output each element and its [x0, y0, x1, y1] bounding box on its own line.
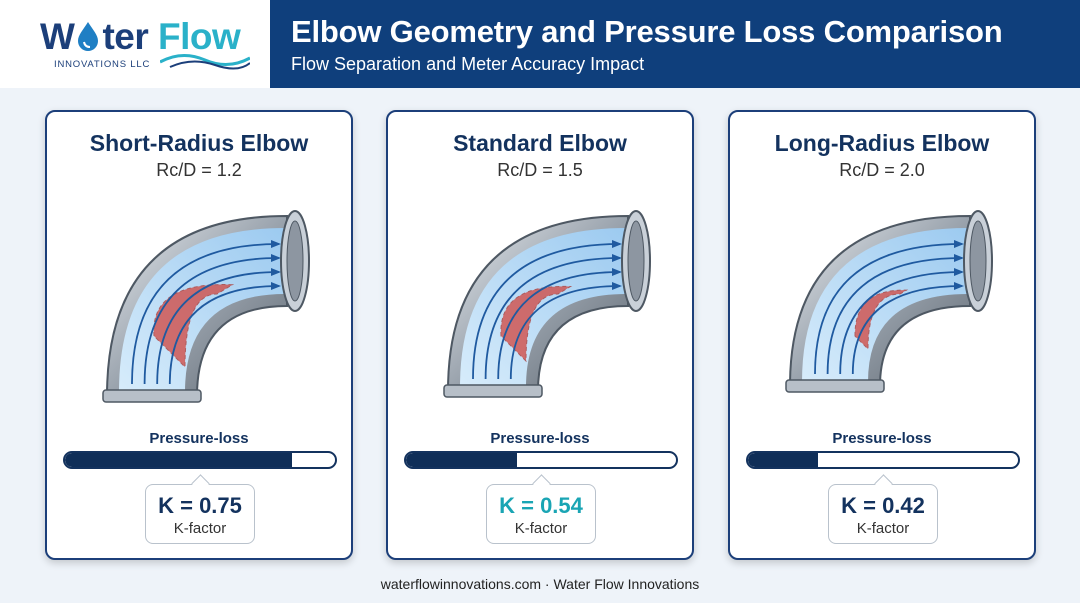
streamline	[143, 257, 280, 385]
outlet-opening	[969, 220, 987, 302]
arrow-icon	[612, 282, 622, 290]
pressure-loss-fill	[748, 453, 819, 467]
card-standard[interactable]: Standard Elbow Rc/D = 1.5 Pressure-loss …	[386, 110, 694, 560]
k-factor-box: K = 0.75 K-factor	[145, 484, 255, 544]
arrow-icon	[612, 268, 622, 276]
streamline	[472, 243, 621, 380]
arrow-icon	[954, 254, 964, 262]
card-title: Short-Radius Elbow	[89, 130, 309, 156]
k-caption: K-factor	[514, 520, 568, 537]
k-value: K = 0.42	[841, 493, 925, 518]
k-factor-box: K = 0.54 K-factor	[486, 484, 596, 544]
pressure-loss-label: Pressure-loss	[490, 430, 590, 447]
arrow-icon	[954, 240, 964, 248]
streamline	[168, 285, 280, 385]
streamline	[826, 257, 963, 375]
arrow-icon	[954, 282, 964, 290]
card-ratio: Rc/D = 1.5	[497, 160, 583, 180]
pressure-loss-bar	[404, 451, 678, 469]
flow-separation-zone	[500, 285, 573, 363]
k-value: K = 0.75	[158, 493, 242, 518]
pressure-loss-fill	[406, 453, 517, 467]
streamline	[131, 243, 280, 385]
arrow-icon	[271, 268, 281, 276]
long-radius-elbow-illustration	[785, 210, 993, 393]
page-title: Elbow Geometry and Pressure Loss Compari…	[291, 14, 1003, 49]
water-drop-icon	[78, 22, 99, 51]
page-subtitle: Flow Separation and Meter Accuracy Impac…	[291, 54, 645, 74]
streamline	[839, 271, 963, 375]
pressure-loss-label: Pressure-loss	[832, 430, 932, 447]
arrow-icon	[271, 254, 281, 262]
header-bar: Elbow Geometry and Pressure Loss Compari…	[270, 0, 1080, 88]
outlet-opening	[286, 220, 304, 302]
arrow-icon	[271, 282, 281, 290]
k-caption: K-factor	[173, 520, 227, 537]
flow-separation-zone	[153, 284, 235, 369]
pressure-loss-label: Pressure-loss	[149, 430, 249, 447]
streamline	[851, 285, 963, 375]
logo-subtitle: INNOVATIONS LLC	[54, 59, 151, 70]
inlet-flange	[785, 379, 885, 393]
k-value: K = 0.54	[499, 493, 583, 518]
arrow-icon	[954, 268, 964, 276]
streamline	[814, 243, 963, 375]
pressure-loss-bar	[746, 451, 1020, 469]
wave-icon	[160, 54, 250, 70]
arrow-icon	[612, 254, 622, 262]
card-long-radius[interactable]: Long-Radius Elbow Rc/D = 2.0 Pressure-lo…	[728, 110, 1036, 560]
card-title: Long-Radius Elbow	[774, 130, 990, 156]
card-short-radius[interactable]: Short-Radius Elbow Rc/D = 1.2 Pressure-l…	[45, 110, 353, 560]
inlet-flange	[102, 389, 202, 403]
card-ratio: Rc/D = 1.2	[156, 160, 242, 180]
flow-separation-zone	[854, 289, 909, 351]
card-ratio: Rc/D = 2.0	[839, 160, 925, 180]
inlet-flange	[443, 384, 543, 398]
card-title: Standard Elbow	[453, 130, 627, 156]
k-factor-box: K = 0.42 K-factor	[828, 484, 938, 544]
streamline	[509, 285, 621, 380]
streamline	[156, 271, 280, 385]
pressure-loss-fill	[65, 453, 292, 467]
k-caption: K-factor	[856, 520, 910, 537]
arrow-icon	[612, 240, 622, 248]
footer-text: waterflowinnovations.com · Water Flow In…	[380, 576, 700, 592]
water-flow	[119, 228, 285, 392]
outlet-opening	[627, 220, 645, 302]
streamline	[497, 271, 621, 380]
streamline	[484, 257, 621, 380]
pressure-loss-bar	[63, 451, 337, 469]
short-radius-elbow-illustration	[102, 210, 310, 403]
arrow-icon	[271, 240, 281, 248]
standard-elbow-illustration	[443, 210, 651, 398]
